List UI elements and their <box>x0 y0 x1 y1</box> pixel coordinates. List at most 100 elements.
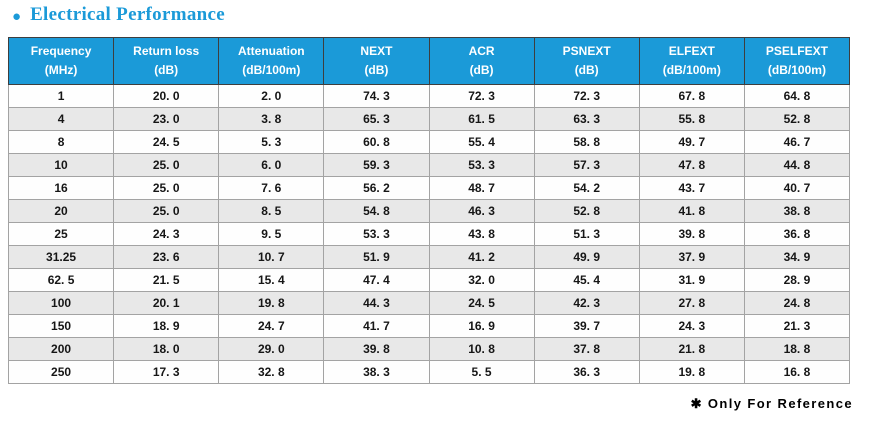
table-cell: 28. 9 <box>743 268 851 292</box>
table-row: 100 20. 1 19. 8 44. 3 24. 5 42. 3 27. 8 24. 8 <box>7 291 851 315</box>
table-cell: 25. 0 <box>113 176 220 200</box>
table-cell: 55. 4 <box>428 130 535 154</box>
column-label: ELFEXT <box>668 44 715 59</box>
table-cell: 16. 9 <box>428 314 535 338</box>
table-cell: 39. 8 <box>323 337 430 361</box>
table-cell: 43. 7 <box>638 176 745 200</box>
table-cell: 47. 8 <box>638 153 745 177</box>
table-cell: 72. 3 <box>533 84 640 108</box>
column-unit: (dB/100m) <box>242 63 301 77</box>
table-cell: 54. 8 <box>323 199 430 223</box>
section-title-text: Electrical Performance <box>30 4 225 25</box>
table-cell: 21. 5 <box>113 268 220 292</box>
table-cell: 65. 3 <box>323 107 430 131</box>
column-header: Attenuation (dB/100m) <box>218 37 325 85</box>
table-cell: 100 <box>7 291 115 315</box>
table-cell: 39. 7 <box>533 314 640 338</box>
column-label: NEXT <box>360 44 393 59</box>
table-cell: 21. 3 <box>743 314 851 338</box>
table-header: Frequency (MHz) Return loss (dB) Attenuation… <box>7 37 851 85</box>
column-unit: (dB) <box>469 63 494 77</box>
section-title: ● Electrical Performance <box>12 4 225 26</box>
table-cell: 47. 4 <box>323 268 430 292</box>
table-cell: 34. 9 <box>743 245 851 269</box>
table-cell: 2. 0 <box>218 84 325 108</box>
table-cell: 21. 8 <box>638 337 745 361</box>
table-cell: 8 <box>7 130 115 154</box>
table-cell: 8. 5 <box>218 199 325 223</box>
table-cell: 41. 7 <box>323 314 430 338</box>
table-cell: 25. 0 <box>113 153 220 177</box>
table-cell: 10 <box>7 153 115 177</box>
table-row: 8 24. 5 5. 3 60. 8 55. 4 58. 8 49. 7 46. 7 <box>7 130 851 154</box>
table-row: 62. 5 21. 5 15. 4 47. 4 32. 0 45. 4 31. 9 28. 9 <box>7 268 851 292</box>
table-cell: 25 <box>7 222 115 246</box>
table-cell: 5. 5 <box>428 360 535 384</box>
table-cell: 43. 8 <box>428 222 535 246</box>
table-cell: 61. 5 <box>428 107 535 131</box>
table-cell: 46. 3 <box>428 199 535 223</box>
table-row: 200 18. 0 29. 0 39. 8 10. 8 37. 8 21. 8 18. 8 <box>7 337 851 361</box>
table-cell: 16. 8 <box>743 360 851 384</box>
table-cell: 5. 3 <box>218 130 325 154</box>
column-label: PSNEXT <box>562 44 611 59</box>
column-header: ELFEXT (dB/100m) <box>638 37 745 85</box>
table-cell: 38. 3 <box>323 360 430 384</box>
table-cell: 48. 7 <box>428 176 535 200</box>
table-cell: 3. 8 <box>218 107 325 131</box>
table-cell: 67. 8 <box>638 84 745 108</box>
table-cell: 18. 9 <box>113 314 220 338</box>
table-cell: 52. 8 <box>533 199 640 223</box>
column-header: PSELFEXT (dB/100m) <box>743 37 851 85</box>
table-row: 150 18. 9 24. 7 41. 7 16. 9 39. 7 24. 3 21. 3 <box>7 314 851 338</box>
table-cell: 37. 9 <box>638 245 745 269</box>
table-cell: 18. 8 <box>743 337 851 361</box>
table-cell: 20. 1 <box>113 291 220 315</box>
table-cell: 1 <box>7 84 115 108</box>
table-cell: 24. 8 <box>743 291 851 315</box>
table-cell: 52. 8 <box>743 107 851 131</box>
table-cell: 40. 7 <box>743 176 851 200</box>
table-cell: 31.25 <box>7 245 115 269</box>
table-cell: 20 <box>7 199 115 223</box>
reference-note: ✱ Only For Reference <box>690 396 853 411</box>
table-cell: 36. 3 <box>533 360 640 384</box>
table-cell: 19. 8 <box>218 291 325 315</box>
table-header-row: Frequency (MHz) Return loss (dB) Attenuation… <box>7 37 851 85</box>
table-cell: 15. 4 <box>218 268 325 292</box>
table-cell: 24. 3 <box>113 222 220 246</box>
table-cell: 32. 8 <box>218 360 325 384</box>
table-cell: 44. 3 <box>323 291 430 315</box>
table-cell: 64. 8 <box>743 84 851 108</box>
column-header: Return loss (dB) <box>113 37 220 85</box>
table-cell: 63. 3 <box>533 107 640 131</box>
table-cell: 72. 3 <box>428 84 535 108</box>
table-cell: 9. 5 <box>218 222 325 246</box>
table-cell: 37. 8 <box>533 337 640 361</box>
table-cell: 250 <box>7 360 115 384</box>
column-header: PSNEXT (dB) <box>533 37 640 85</box>
column-label: Frequency <box>30 44 92 59</box>
table-cell: 44. 8 <box>743 153 851 177</box>
table-cell: 6. 0 <box>218 153 325 177</box>
table-cell: 60. 8 <box>323 130 430 154</box>
table-row: 1 20. 0 2. 0 74. 3 72. 3 72. 3 67. 8 64. 8 <box>7 84 851 108</box>
table-cell: 17. 3 <box>113 360 220 384</box>
table-row: 16 25. 0 7. 6 56. 2 48. 7 54. 2 43. 7 40. 7 <box>7 176 851 200</box>
table-cell: 42. 3 <box>533 291 640 315</box>
column-label: ACR <box>468 44 495 59</box>
column-label: Return loss <box>133 44 200 59</box>
column-label: PSELFEXT <box>765 44 828 59</box>
table-cell: 59. 3 <box>323 153 430 177</box>
table-cell: 32. 0 <box>428 268 535 292</box>
table-cell: 55. 8 <box>638 107 745 131</box>
table-cell: 39. 8 <box>638 222 745 246</box>
table-cell: 49. 9 <box>533 245 640 269</box>
table-cell: 150 <box>7 314 115 338</box>
table-cell: 51. 9 <box>323 245 430 269</box>
table-cell: 24. 5 <box>428 291 535 315</box>
table-cell: 24. 7 <box>218 314 325 338</box>
table-row: 4 23. 0 3. 8 65. 3 61. 5 63. 3 55. 8 52. 8 <box>7 107 851 131</box>
table-cell: 24. 5 <box>113 130 220 154</box>
